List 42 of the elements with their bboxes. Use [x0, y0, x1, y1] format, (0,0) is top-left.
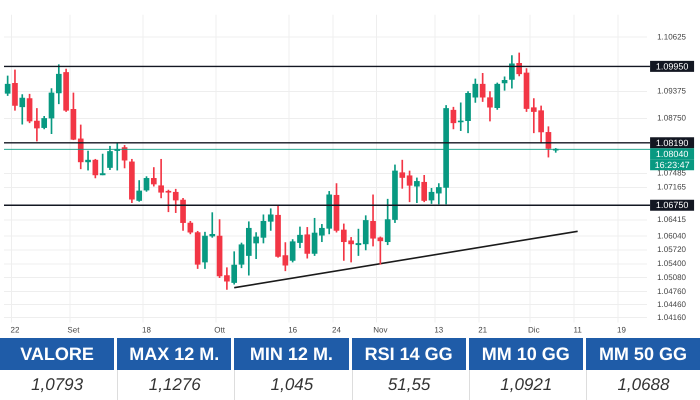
x-tick-label: 18: [142, 325, 152, 334]
x-tick-label: Set: [67, 325, 80, 334]
x-tick-label: 16: [288, 325, 298, 334]
ref-line-label: 1.08040: [656, 148, 688, 159]
x-tick-label: Dic: [528, 325, 540, 334]
text: 1,045: [270, 375, 314, 394]
y-tick-label: 1.05720: [657, 245, 687, 254]
y-tick-label: 1.05400: [657, 259, 687, 268]
y-tick-label: 1.04760: [657, 286, 687, 296]
category-label: RSI 14 GG: [352, 338, 466, 370]
y-tick-label: 1.07485: [657, 168, 687, 178]
text: 51,55: [388, 375, 430, 394]
y-tick-label: 1.06415: [657, 214, 687, 224]
y-tick-label: 1.06040: [657, 231, 687, 240]
x-tick-label: Ott: [214, 325, 226, 334]
text: 1,0921: [500, 375, 552, 394]
category-label: MIN 12 M.: [234, 338, 349, 370]
text: 1,0688: [617, 375, 670, 394]
category-label: MM 10 GG: [468, 338, 583, 370]
category-label: VALORE: [0, 338, 114, 370]
ref-line-label: 1.08190: [656, 138, 688, 148]
x-tick-label: Nov: [373, 325, 388, 334]
category-label: MAX 12 M.: [117, 338, 232, 370]
text: 1,1276: [148, 375, 201, 394]
y-tick-label: 1.07165: [657, 182, 687, 192]
y-tick-label: 1.05080: [657, 272, 687, 282]
y-tick-label: 1.08750: [657, 114, 687, 123]
y-tick-label: 1.04160: [657, 312, 687, 322]
ref-line-label: 1.09950: [656, 61, 688, 72]
ref-line-label: 1.06750: [656, 200, 688, 210]
y-tick-label: 1.09375: [657, 86, 687, 96]
x-tick-label: 22: [10, 325, 20, 334]
x-tick-label: 11: [574, 325, 582, 334]
text: 16:23:47: [654, 160, 690, 170]
y-tick-label: 1.04460: [657, 300, 687, 309]
x-tick-label: 24: [332, 325, 342, 334]
category-label: MM 50 GG: [586, 338, 700, 370]
x-tick-label: 13: [434, 325, 444, 334]
y-tick-label: 1.10625: [657, 32, 687, 42]
x-tick-label: 19: [617, 325, 626, 334]
text: 1,0793: [31, 375, 84, 394]
x-tick-label: 21: [478, 325, 488, 334]
